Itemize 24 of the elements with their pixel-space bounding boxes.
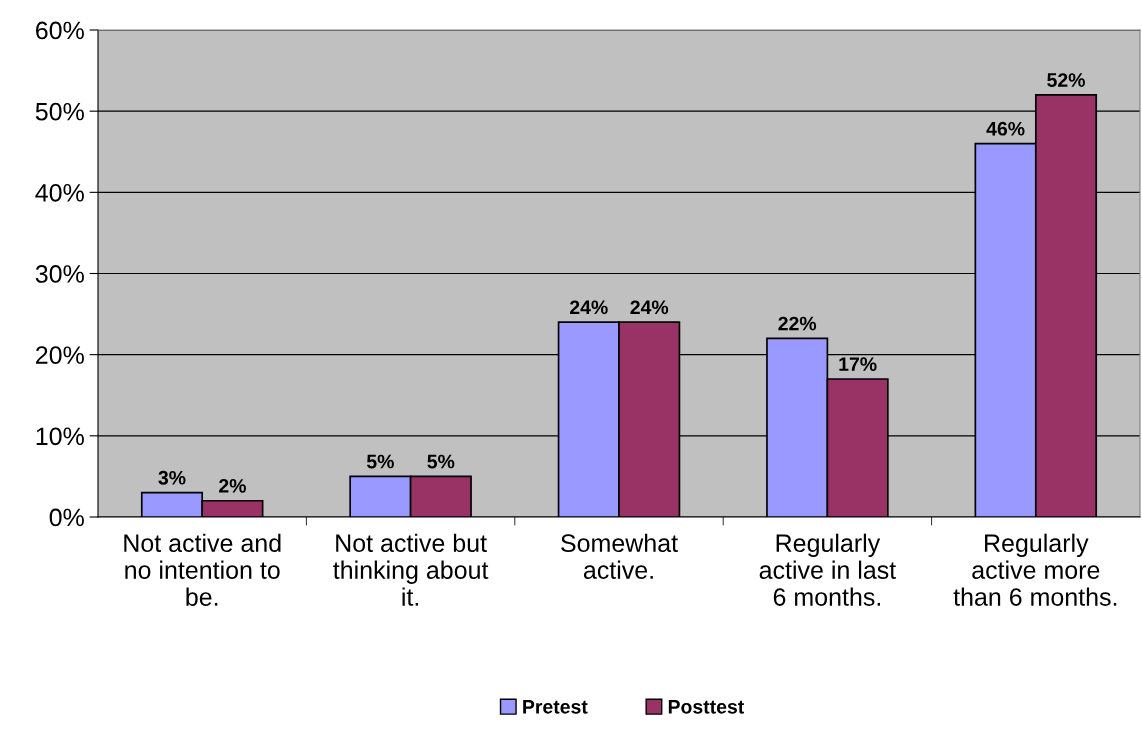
y-tick-label: 30%	[35, 265, 84, 283]
y-tick-label: 10%	[36, 427, 84, 446]
data-label: 24%	[630, 300, 669, 315]
data-label: 22%	[778, 316, 817, 331]
data-label: 24%	[570, 300, 608, 315]
x-tick-label: Not active and no intention to be.	[124, 533, 281, 606]
y-tick-label: 40%	[35, 183, 84, 202]
data-label: 3%	[158, 470, 186, 485]
y-tick-label: 60%	[36, 21, 84, 40]
x-tick-label: Regularly active more than 6 months.	[953, 533, 1117, 606]
data-label: 5%	[427, 454, 455, 469]
data-label: 52%	[1047, 73, 1085, 87]
data-label: 5%	[366, 454, 394, 469]
data-label: 46%	[986, 121, 1025, 136]
legend-label: Pretest	[523, 700, 588, 714]
y-tick-label: 0%	[49, 508, 84, 527]
x-tick-label: Regularly active in last 6 months.	[759, 533, 896, 606]
data-label: 2%	[219, 478, 246, 493]
x-tick-label: Not active but thinking about it.	[333, 533, 489, 606]
y-tick-label: 20%	[36, 346, 84, 364]
y-tick-label: 50%	[35, 102, 84, 121]
legend-label: Posttest	[668, 700, 745, 714]
data-label: 17%	[839, 357, 877, 371]
x-tick-label: Somewhat active.	[561, 533, 678, 579]
